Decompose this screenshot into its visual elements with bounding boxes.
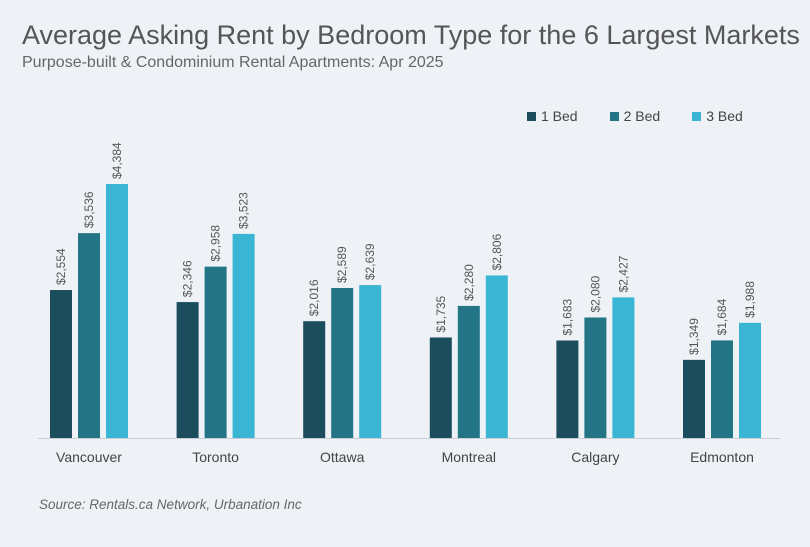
chart-subtitle: Purpose-built & Condominium Rental Apart… — [22, 54, 444, 71]
x-tick-label-vancouver: Vancouver — [56, 449, 122, 465]
data-label-ottawa-2-bed: $2,589 — [335, 246, 349, 283]
bar-montreal-1-bed — [429, 337, 452, 438]
bar-vancouver-2-bed — [78, 233, 100, 438]
data-label-edmonton-1-bed: $1,349 — [687, 318, 701, 355]
data-label-toronto-2-bed: $2,958 — [209, 225, 223, 262]
legend-swatch-1-bed — [527, 111, 536, 121]
data-label-vancouver-1-bed: $2,554 — [54, 248, 68, 285]
legend-label-1-bed: 1 Bed — [541, 108, 578, 124]
legend-swatch-3-bed — [692, 111, 702, 121]
source-note: Source: Rentals.ca Network, Urbanation I… — [39, 497, 302, 512]
data-label-montreal-3-bed: $2,806 — [490, 233, 504, 270]
bar-ottawa-3-bed — [359, 285, 382, 438]
bar-edmonton-1-bed — [683, 359, 705, 438]
legend-item-3-bed: 3 Bed — [692, 108, 743, 124]
legend-label-2-bed: 2 Bed — [623, 108, 661, 124]
legend-item-1-bed: 1 Bed — [527, 108, 578, 124]
legend-swatch-2-bed — [609, 111, 619, 121]
data-label-ottawa-1-bed: $2,016 — [307, 279, 321, 316]
bar-edmonton-3-bed — [739, 322, 761, 438]
data-label-toronto-3-bed: $3,523 — [237, 192, 251, 229]
data-label-edmonton-2-bed: $1,684 — [715, 298, 729, 335]
data-label-montreal-2-bed: $2,280 — [462, 264, 476, 301]
chart-title: Average Asking Rent by Bedroom Type for … — [22, 20, 800, 50]
data-label-vancouver-3-bed: $4,384 — [110, 142, 124, 179]
bar-calgary-3-bed — [612, 297, 635, 438]
bar-montreal-3-bed — [485, 275, 508, 438]
bar-calgary-2-bed — [584, 317, 607, 438]
x-tick-label-ottawa: Ottawa — [320, 449, 365, 465]
x-tick-label-edmonton: Edmonton — [690, 449, 754, 465]
legend-label-3-bed: 3 Bed — [706, 108, 743, 124]
bar-calgary-1-bed — [556, 340, 579, 438]
data-label-toronto-1-bed: $2,346 — [181, 260, 195, 297]
bar-ottawa-2-bed — [331, 287, 354, 438]
bar-vancouver-3-bed — [106, 184, 128, 438]
bar-vancouver-1-bed — [50, 290, 72, 438]
bar-toronto-1-bed — [176, 302, 199, 438]
data-label-montreal-1-bed: $1,735 — [434, 295, 448, 332]
x-tick-label-calgary: Calgary — [571, 449, 619, 465]
data-label-calgary-3-bed: $2,427 — [616, 255, 630, 292]
legend-item-2-bed: 2 Bed — [609, 108, 661, 124]
data-label-ottawa-3-bed: $2,639 — [363, 243, 377, 280]
bar-montreal-2-bed — [457, 305, 480, 438]
x-tick-label-montreal: Montreal — [442, 449, 496, 465]
data-label-calgary-1-bed: $1,683 — [560, 298, 574, 335]
bar-toronto-2-bed — [204, 266, 227, 438]
bar-edmonton-2-bed — [711, 340, 733, 438]
data-label-calgary-2-bed: $2,080 — [588, 275, 602, 312]
bar-toronto-3-bed — [232, 233, 255, 438]
data-label-vancouver-2-bed: $3,536 — [82, 191, 96, 228]
x-tick-label-toronto: Toronto — [192, 449, 239, 465]
bar-ottawa-1-bed — [303, 321, 326, 438]
data-label-edmonton-3-bed: $1,988 — [743, 281, 757, 318]
chart-legend: 1 Bed 2 Bed 3 Bed — [527, 108, 743, 124]
